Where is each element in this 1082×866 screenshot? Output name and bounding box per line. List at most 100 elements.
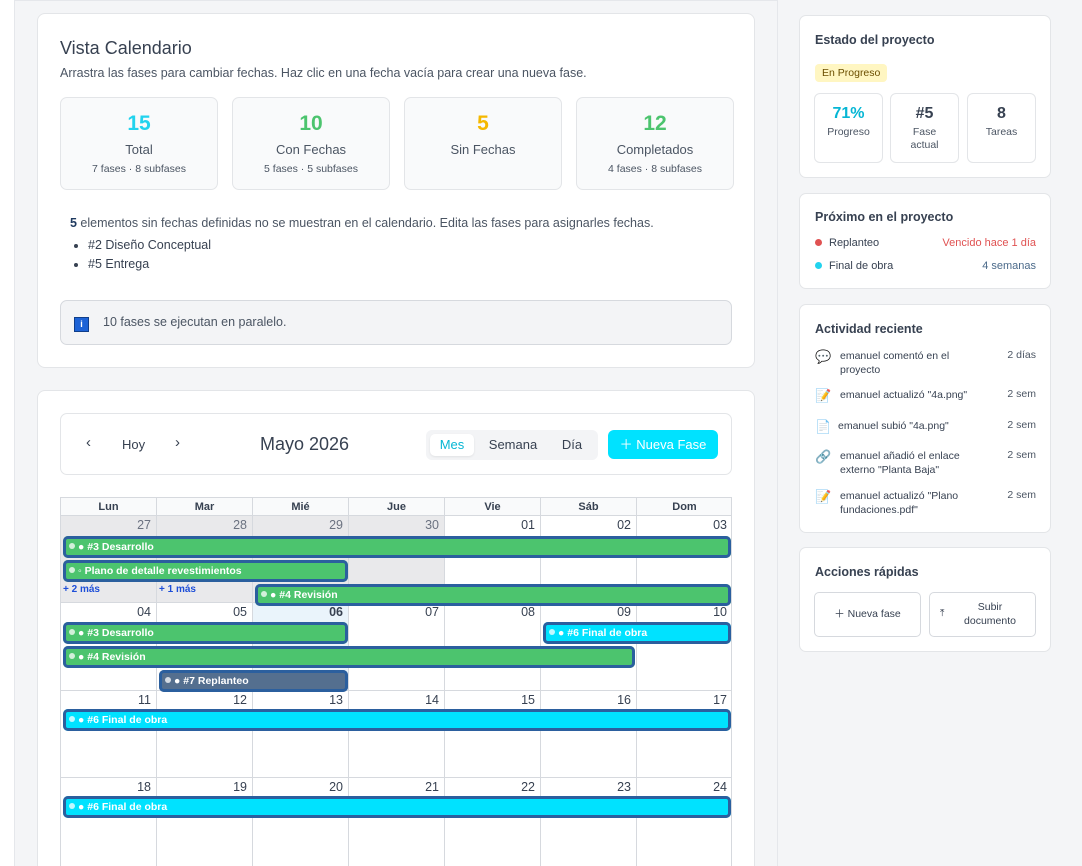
metric-progress: 71% Progreso (814, 93, 883, 163)
day-number: 02 (617, 518, 631, 532)
event-label: ● #6 Final de obra (78, 801, 168, 813)
day-cell[interactable]: 12 (157, 691, 253, 778)
weekday-header: Sáb (541, 498, 637, 516)
upcoming-card: Próximo en el proyecto Replanteo Vencido… (799, 193, 1051, 289)
view-month-button[interactable]: Mes (430, 434, 474, 456)
day-cell[interactable]: 13 (253, 691, 349, 778)
day-cell[interactable]: 28 (157, 516, 253, 603)
card-title: Actividad reciente (815, 322, 923, 336)
quick-new-phase-button[interactable]: ＋ Nueva fase (814, 592, 921, 637)
day-cell[interactable]: 21 (349, 778, 445, 866)
metric-current-phase: #5 Fase actual (890, 93, 959, 163)
stat-detail: 4 fases · 8 subfases (608, 163, 702, 175)
undated-count: 5 (70, 216, 77, 230)
document-icon: 📄 (815, 419, 832, 434)
more-events-link[interactable]: + 1 más (159, 584, 196, 595)
activity-time: 2 sem (1007, 489, 1036, 501)
activity-text: emanuel subió "4a.png" (838, 420, 949, 432)
day-cell[interactable]: 19 (157, 778, 253, 866)
day-cell[interactable]: 15 (445, 691, 541, 778)
event-phase-4-revision[interactable]: ● #4 Revisión (255, 584, 731, 606)
day-cell[interactable]: 11 (61, 691, 157, 778)
day-number: 18 (137, 780, 151, 794)
event-label: ● #6 Final de obra (78, 714, 168, 726)
day-cell[interactable]: 09 (541, 603, 637, 691)
recent-activity-card: Actividad reciente 💬 emanuel comentó en … (799, 304, 1051, 533)
edit-doc-icon: 📝 (815, 489, 832, 504)
event-label: ● #4 Revisión (270, 589, 338, 601)
upcoming-item[interactable]: Final de obra 4 semanas (815, 260, 1036, 272)
day-number: 10 (713, 605, 727, 619)
day-cell[interactable]: 18 (61, 778, 157, 866)
day-number: 05 (233, 605, 247, 619)
event-label: ◦ Plano de detalle revestimientos (78, 565, 242, 577)
event-phase-6-final-obra[interactable]: ● #6 Final de obra (63, 709, 731, 731)
upcoming-item[interactable]: Replanteo Vencido hace 1 día (815, 237, 1036, 249)
day-cell[interactable]: 23 (541, 778, 637, 866)
event-phase-6-final-obra[interactable]: ● #6 Final de obra (543, 622, 731, 644)
weekday-header: Dom (637, 498, 731, 516)
event-phase-7-replanteo[interactable]: ● #7 Replanteo (159, 670, 348, 692)
day-cell[interactable]: 20 (253, 778, 349, 866)
weekday-header: Lun (61, 498, 157, 516)
list-item: #2 Diseño Conceptual (88, 238, 211, 252)
day-cell[interactable]: 27 (61, 516, 157, 603)
quick-upload-document-button[interactable]: ⤒ Subir documento (929, 592, 1036, 637)
edit-doc-icon: 📝 (815, 388, 832, 403)
month-grid: Lun Mar Mié Jue Vie Sáb Dom 27 28 29 30 … (60, 497, 732, 866)
day-number: 03 (713, 518, 727, 532)
day-cell[interactable]: 24 (637, 778, 731, 866)
day-cell[interactable]: 16 (541, 691, 637, 778)
activity-text: emanuel añadió el enlace externo "Planta… (840, 450, 960, 476)
calendar-toolbar: ‹ Hoy › Mayo 2026 Mes Semana Día ＋ Nueva… (60, 413, 732, 475)
chevron-left-icon[interactable]: ‹ (86, 434, 91, 451)
weekday-header: Jue (349, 498, 445, 516)
upcoming-when: 4 semanas (982, 260, 1036, 272)
day-number: 11 (138, 693, 151, 707)
card-title: Próximo en el proyecto (815, 210, 954, 224)
event-label: ● #7 Replanteo (174, 675, 249, 687)
event-phase-4-revision[interactable]: ● #4 Revisión (63, 646, 635, 668)
link-icon: 🔗 (815, 449, 832, 464)
day-number: 06 (329, 605, 343, 619)
info-text: 10 fases se ejecutan en paralelo. (103, 315, 287, 329)
page-subtitle: Arrastra las fases para cambiar fechas. … (60, 66, 587, 80)
event-subphase-plano-detalle[interactable]: ◦ Plano de detalle revestimientos (63, 560, 348, 582)
stat-label: Total (125, 142, 153, 157)
stat-without-dates: 5 Sin Fechas (404, 97, 562, 190)
event-label: ● #3 Desarrollo (78, 541, 154, 553)
undated-notice: 5 elementos sin fechas definidas no se m… (70, 216, 654, 230)
chevron-right-icon[interactable]: › (175, 434, 180, 451)
view-week-button[interactable]: Semana (488, 437, 538, 452)
day-number: 21 (425, 780, 439, 794)
undated-text: elementos sin fechas definidas no se mue… (76, 216, 654, 230)
day-number: 01 (521, 518, 535, 532)
day-cell[interactable]: 17 (637, 691, 731, 778)
metric-label: Fase actual (910, 126, 939, 151)
activity-time: 2 sem (1007, 419, 1036, 431)
day-number: 23 (617, 780, 631, 794)
day-number: 09 (617, 605, 631, 619)
view-day-button[interactable]: Día (561, 437, 583, 452)
page-title: Vista Calendario (60, 38, 192, 58)
more-events-link[interactable]: + 2 más (63, 584, 100, 595)
day-cell[interactable]: 14 (349, 691, 445, 778)
stat-with-dates: 10 Con Fechas 5 fases · 5 subfases (232, 97, 390, 190)
event-phase-3-desarrollo[interactable]: ● #3 Desarrollo (63, 622, 348, 644)
event-phase-6-final-obra[interactable]: ● #6 Final de obra (63, 796, 731, 818)
day-number: 17 (713, 693, 727, 707)
day-number: 29 (329, 518, 343, 532)
event-phase-3-desarrollo[interactable]: ● #3 Desarrollo (63, 536, 731, 558)
day-cell[interactable]: 22 (445, 778, 541, 866)
stat-detail: 7 fases · 8 subfases (92, 163, 186, 175)
upload-label: Subir documento (964, 601, 1016, 627)
day-cell[interactable]: 10 (637, 603, 731, 691)
new-phase-button[interactable]: ＋ Nueva Fase (608, 430, 718, 459)
today-button[interactable]: Hoy (122, 437, 146, 452)
day-number: 28 (233, 518, 247, 532)
list-item: #5 Entrega (88, 257, 211, 271)
day-number: 08 (521, 605, 535, 619)
weekday-header: Mié (253, 498, 349, 516)
day-number: 22 (521, 780, 535, 794)
card-title: Acciones rápidas (815, 565, 919, 579)
